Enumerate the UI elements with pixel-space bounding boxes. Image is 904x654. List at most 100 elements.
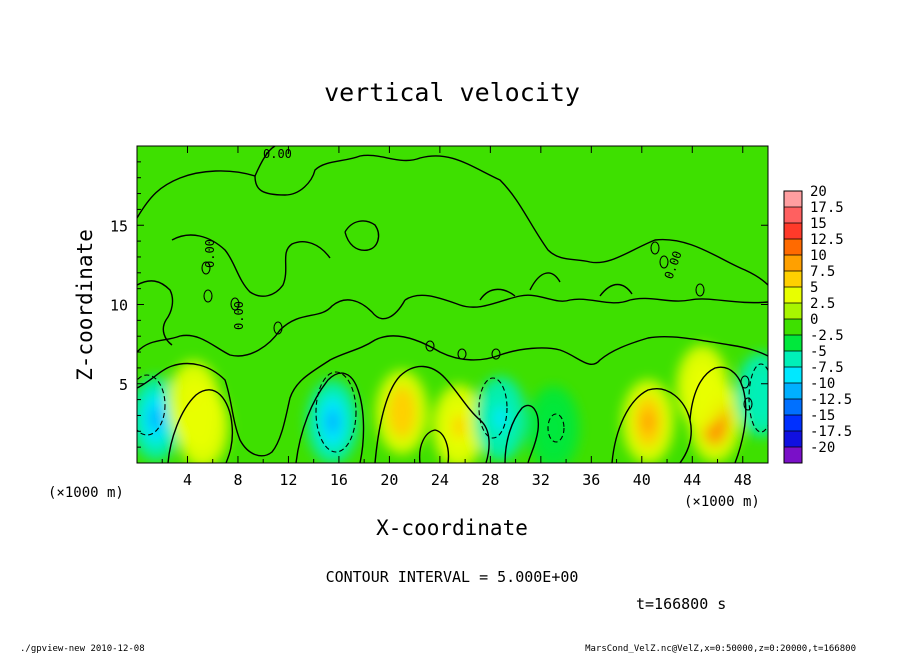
contour-label: 0.00 — [203, 239, 217, 268]
colorbar-frame — [783, 190, 803, 464]
velocity-field — [137, 344, 768, 463]
contour-line — [695, 283, 705, 297]
x-tick-label: 44 — [683, 471, 701, 489]
colorbar-label: -12.5 — [810, 392, 852, 408]
colorbar: 2017.51512.5107.552.50-2.5-5-7.5-10-12.5… — [783, 184, 852, 464]
colorbar-label: -7.5 — [810, 360, 844, 376]
colorbar-label: -10 — [810, 376, 835, 392]
contour-interval-text: CONTOUR INTERVAL = 5.000E+00 — [326, 568, 579, 586]
colorbar-label: -17.5 — [810, 424, 852, 440]
contour-line — [171, 234, 331, 297]
contour-line — [203, 289, 213, 303]
colorbar-swatch — [784, 383, 802, 400]
footer-left: ./gpview-new 2010-12-08 — [20, 644, 145, 654]
contour-line — [295, 372, 365, 463]
colorbar-swatch — [784, 399, 802, 416]
contour-line — [743, 397, 753, 411]
contour-line — [611, 388, 692, 463]
x-tick-label: 20 — [380, 471, 398, 489]
contour-line — [374, 365, 490, 463]
contour-line — [478, 377, 508, 439]
x-tick-label: 32 — [532, 471, 550, 489]
feature-core — [326, 409, 339, 434]
feature-core — [452, 414, 465, 439]
contour-line — [491, 348, 501, 360]
contour-line — [404, 294, 768, 308]
small-contours — [201, 241, 753, 411]
contour-line — [344, 220, 380, 251]
contour-line — [547, 413, 565, 443]
x-unit-left: (×1000 m) — [48, 485, 124, 501]
y-axis-label: Z-coordinate — [73, 229, 97, 381]
x-tick-label: 12 — [279, 471, 297, 489]
x-tick-label: 36 — [582, 471, 600, 489]
x-tick-label: 4 — [183, 471, 192, 489]
contour-label: 0.00 — [232, 301, 246, 330]
colorbar-swatch — [784, 447, 802, 464]
colorbar-swatch — [784, 431, 802, 448]
x-axis: 4 8 12 16 20 24 28 32 36 40 44 48 — [161, 146, 752, 489]
contour-line — [425, 340, 435, 352]
x-tick-label: 48 — [734, 471, 752, 489]
colorbar-label: 15 — [810, 216, 827, 232]
x-tick-label: 40 — [633, 471, 651, 489]
colorbar-label: 12.5 — [810, 232, 844, 248]
colorbar-swatch — [784, 303, 802, 320]
contour-line — [201, 261, 211, 275]
x-tick-label: 28 — [481, 471, 499, 489]
feature-core — [196, 414, 209, 439]
x-axis-label: X-coordinate — [376, 516, 528, 540]
y-tick-label: 10 — [110, 297, 128, 315]
colorbar-label: 20 — [810, 184, 827, 200]
contour-line — [273, 321, 283, 335]
feature-core — [547, 416, 560, 441]
colorbar-swatch — [784, 255, 802, 272]
colorbar-label: 7.5 — [810, 264, 835, 280]
colorbar-label: -5 — [810, 344, 827, 360]
feature-core — [149, 406, 162, 431]
x-unit-right: (×1000 m) — [684, 494, 760, 510]
contour-line — [740, 375, 750, 389]
x-tick-label: 24 — [431, 471, 449, 489]
feature-core — [696, 374, 709, 399]
y-tick-label: 15 — [110, 217, 128, 235]
contour-line — [137, 146, 276, 219]
feature-core — [396, 400, 409, 425]
contour-line — [650, 241, 660, 255]
contour-line — [479, 272, 633, 301]
contour-line — [137, 280, 174, 346]
colorbar-swatch — [784, 287, 802, 304]
footer-right: MarsCond_VelZ.nc@VelZ,x=0:50000,z=0:2000… — [585, 644, 856, 654]
colorbar-swatch — [784, 367, 802, 384]
contour-label: 0.00 — [263, 147, 292, 161]
contour-line — [137, 299, 406, 357]
contour-line — [254, 154, 768, 286]
colorbar-swatch — [784, 207, 802, 224]
y-tick-label: 5 — [119, 376, 128, 394]
feature-core — [755, 382, 768, 407]
x-tick-label: 16 — [330, 471, 348, 489]
contour-line — [137, 374, 166, 436]
colorbar-label: -20 — [810, 440, 835, 456]
colorbar-label: 10 — [810, 248, 827, 264]
colorbar-swatch — [784, 351, 802, 368]
colorbar-swatch — [784, 415, 802, 432]
colorbar-swatch — [784, 191, 802, 208]
colorbar-label: 17.5 — [810, 200, 844, 216]
feature-core — [494, 406, 507, 431]
time-label: t=166800 s — [636, 595, 726, 613]
contour-line — [504, 404, 539, 463]
contour-line — [689, 366, 747, 463]
colorbar-swatch — [784, 271, 802, 288]
negative-contours — [137, 363, 768, 453]
colorbar-swatch — [784, 239, 802, 256]
colorbar-label: 2.5 — [810, 296, 835, 312]
x-tick-label: 8 — [233, 471, 242, 489]
colorbar-label: 5 — [810, 280, 818, 296]
colorbar-label: -2.5 — [810, 328, 844, 344]
colorbar-label: -15 — [810, 408, 835, 424]
contour-line — [230, 297, 240, 311]
feature-core — [642, 409, 655, 434]
contour-line — [659, 255, 669, 269]
